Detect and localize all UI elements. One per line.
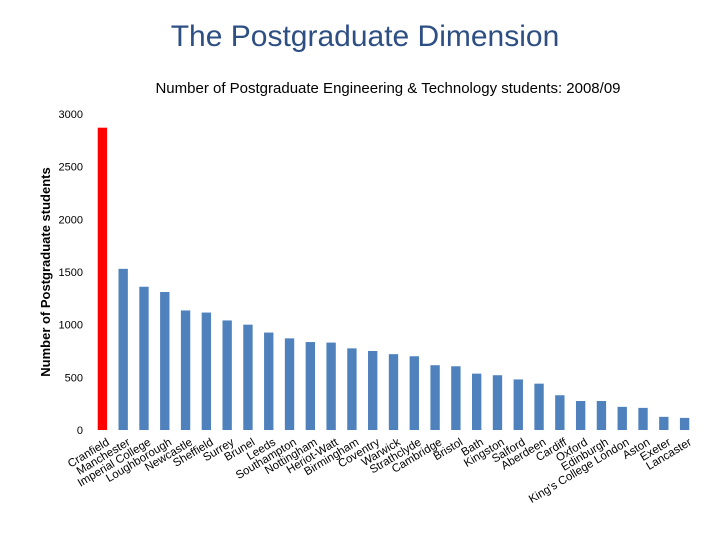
bar-heriot-watt [326,342,336,430]
bar-cardiff [555,395,565,430]
bar-newcastle [180,310,191,430]
chart-title: Number of Postgraduate Engineering & Tec… [155,80,620,97]
bar-oxford [575,401,586,430]
bar-king-s-college-london [617,406,627,430]
y-tick-label: 1000 [59,320,83,332]
bar-bristol [451,366,461,430]
bar-aberdeen [534,383,544,430]
bar-cranfield [97,127,108,431]
bar-salford [513,379,523,430]
bar-southampton [284,338,295,430]
bar-coventry [368,351,378,430]
bar-birmingham [347,348,357,430]
bar-manchester [118,268,128,430]
bar-edinburgh [596,401,607,430]
slide-title: The Postgraduate Dimension [170,20,560,53]
y-tick-label: 500 [65,372,83,384]
bar-strathclyde [409,356,419,430]
bar-aston [638,407,648,430]
y-tick-label: 1500 [59,267,83,279]
bar-loughborough [160,292,170,430]
y-tick-label: 3000 [59,109,83,121]
bar-leeds [264,332,274,430]
bar-exeter [659,416,669,430]
bar-cambridge [430,365,440,430]
bar-kingston [492,375,503,430]
bar-bath [471,373,482,430]
bar-lancaster [679,417,690,430]
y-tick-label: 2500 [59,162,83,174]
y-tick-label: 0 [77,425,83,437]
bar-surrey [222,320,232,430]
bars [97,127,690,431]
bar-warwick [388,354,399,430]
bar-nottingham [305,342,316,430]
y-tick-label: 2000 [59,214,83,226]
bar-sheffield [201,312,212,430]
bar-imperial-college [139,286,149,430]
bar-brunel [243,324,253,430]
y-axis-ticks: 0 500 1000 1500 2000 2500 3000 [59,109,83,437]
y-axis-label: Number of Postgraduate students [38,167,53,376]
